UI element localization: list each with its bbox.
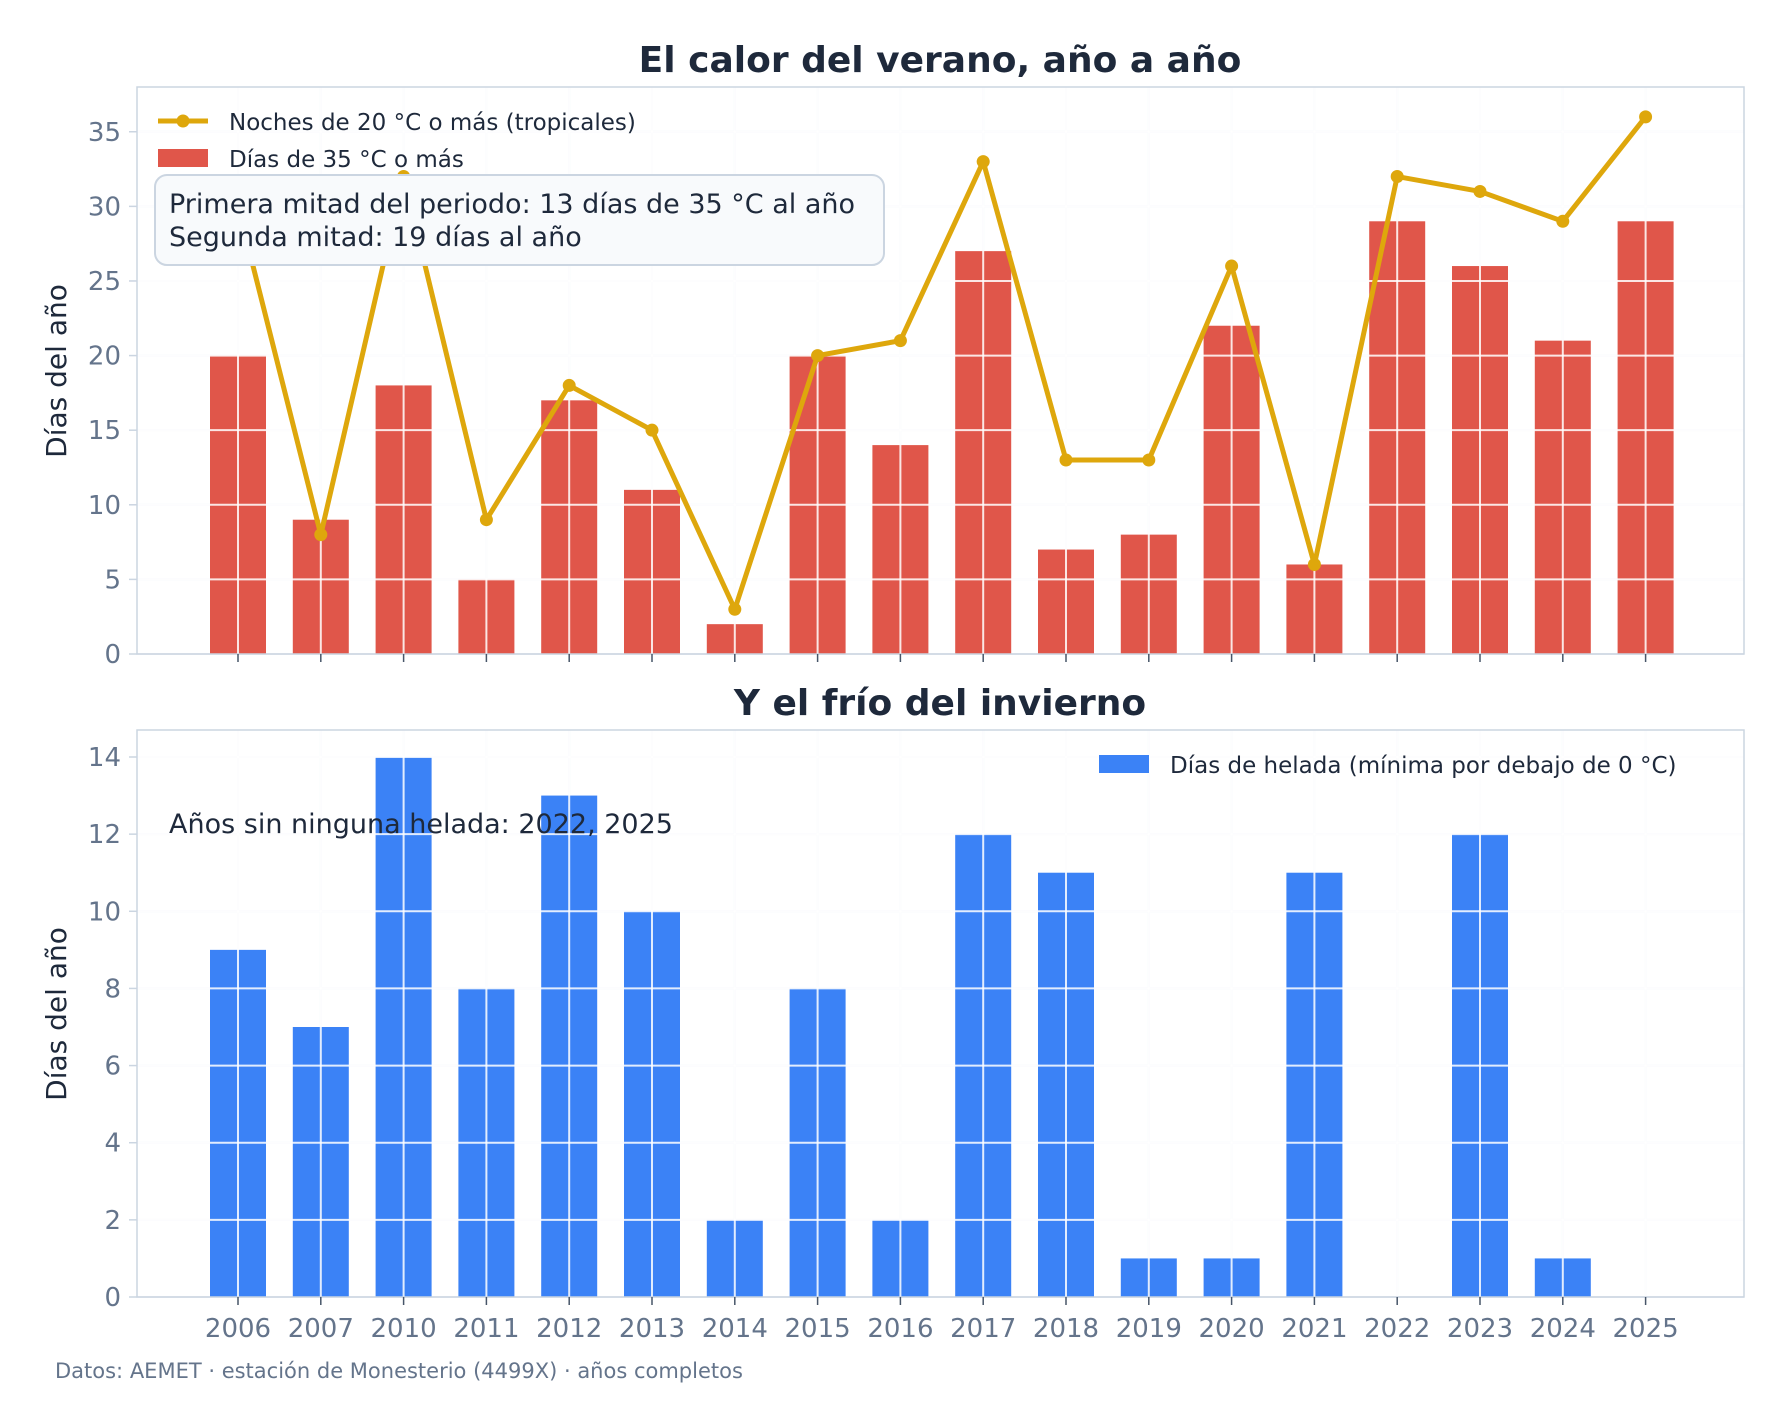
x-tick-label: 2011 — [453, 1314, 519, 1344]
x-tick-label: 2021 — [1281, 1314, 1347, 1344]
winter-y-tick-label: 6 — [104, 1052, 121, 1082]
hot-days-legend-label: Días de 35 °C o más — [229, 147, 464, 173]
winter-cold-chart: 0 2 4 6 8 10 12 14 2006 2007 2010 2011 2012 2013 2014… — [40, 683, 1745, 1344]
tropical-nights-point — [811, 349, 825, 363]
tropical-nights-point — [728, 602, 742, 616]
tropical-nights-point — [893, 334, 907, 348]
summer-plot-frame — [136, 86, 1745, 655]
winter-x-ticks: 2006 2007 2010 2011 2012 2013 2014 2015 2016 2017… — [205, 1297, 1679, 1344]
summer-y-axis-label: Días del año — [40, 284, 73, 458]
winter-y-axis-label: Días del año — [40, 927, 73, 1101]
x-tick-label: 2023 — [1447, 1314, 1513, 1344]
summer-heat-chart: 0 5 10 15 20 25 30 35 El calor del verano, año … — [40, 40, 1745, 670]
summer-annotation-line-1: Primera mitad del periodo: 13 días de 35… — [169, 189, 855, 220]
tropical-nights-polyline — [235, 115, 1648, 612]
x-tick-label: 2018 — [1033, 1314, 1099, 1344]
summer-y-tick-label: 25 — [88, 267, 121, 297]
x-tick-label: 2006 — [205, 1314, 271, 1344]
tropical-nights-point — [1473, 184, 1487, 198]
summer-y-tick-label: 0 — [104, 640, 121, 670]
x-tick-label: 2013 — [619, 1314, 685, 1344]
frost-legend-swatch — [1099, 755, 1149, 773]
tropical-nights-point — [1390, 170, 1404, 184]
source-note: Datos: AEMET · estación de Monesterio (4… — [55, 1359, 743, 1383]
tropical-nights-point — [976, 155, 990, 169]
summer-y-ticks: 0 5 10 15 20 25 30 35 — [88, 118, 137, 670]
tropical-nights-legend-marker — [176, 114, 190, 128]
tropical-nights-point — [562, 378, 576, 392]
winter-legend: Días de helada (mínima por debajo de 0 °… — [1099, 753, 1677, 779]
winter-annotation: Años sin ninguna helada: 2022, 2025 — [169, 809, 673, 840]
tropical-nights-point — [1225, 259, 1239, 273]
summer-y-tick-label: 15 — [88, 416, 121, 446]
summer-annotation-line-2: Segunda mitad: 19 días al año — [169, 222, 582, 253]
x-tick-label: 2017 — [950, 1314, 1016, 1344]
x-tick-label: 2019 — [1116, 1314, 1182, 1344]
summer-y-tick-label: 5 — [104, 565, 121, 595]
summer-y-tick-label: 35 — [88, 118, 121, 148]
winter-y-tick-label: 12 — [88, 820, 121, 850]
winter-y-tick-label: 0 — [104, 1283, 121, 1313]
tropical-nights-point — [1142, 453, 1156, 467]
tropical-nights-point — [1059, 453, 1073, 467]
summer-y-tick-label: 30 — [88, 192, 121, 222]
winter-y-tick-label: 4 — [104, 1129, 121, 1159]
summer-legend: Noches de 20 °C o más (tropicales) Días … — [158, 110, 636, 173]
tropical-nights-legend-label: Noches de 20 °C o más (tropicales) — [229, 110, 636, 136]
tropical-nights-point — [645, 423, 659, 437]
winter-plot-frame — [136, 729, 1745, 1298]
x-tick-label: 2016 — [867, 1314, 933, 1344]
x-tick-label: 2024 — [1530, 1314, 1596, 1344]
x-tick-label: 2020 — [1199, 1314, 1265, 1344]
winter-bar-gridlines — [137, 730, 1744, 1297]
x-tick-label: 2010 — [371, 1314, 437, 1344]
x-tick-label: 2014 — [702, 1314, 768, 1344]
x-tick-label: 2015 — [785, 1314, 851, 1344]
x-tick-label: 2007 — [288, 1314, 354, 1344]
winter-y-tick-label: 2 — [104, 1206, 121, 1236]
hot-days-legend-swatch — [158, 149, 208, 167]
summer-chart-title: El calor del verano, año a año — [639, 40, 1242, 81]
summer-annotation-box — [154, 174, 885, 266]
tropical-nights-point — [1556, 214, 1570, 228]
winter-y-tick-label: 8 — [104, 974, 121, 1004]
tropical-nights-line — [231, 110, 1653, 616]
tropical-nights-point — [1307, 557, 1321, 571]
summer-y-tick-label: 10 — [88, 491, 121, 521]
x-tick-label: 2022 — [1364, 1314, 1430, 1344]
winter-chart-title: Y el frío del invierno — [733, 683, 1146, 724]
summer-x-tick-marks — [237, 654, 1647, 662]
tropical-nights-point — [1639, 110, 1653, 124]
winter-y-tick-label: 10 — [88, 897, 121, 927]
tropical-nights-point — [314, 528, 328, 542]
frost-legend-label: Días de helada (mínima por debajo de 0 °… — [1170, 753, 1677, 779]
winter-y-ticks: 0 2 4 6 8 10 12 14 — [88, 743, 137, 1313]
winter-y-tick-label: 14 — [88, 743, 121, 773]
x-tick-label: 2025 — [1613, 1314, 1679, 1344]
tropical-nights-point — [479, 513, 493, 527]
summer-y-tick-label: 20 — [88, 342, 121, 372]
summer-annotation: Primera mitad del periodo: 13 días de 35… — [154, 174, 885, 266]
x-tick-label: 2012 — [536, 1314, 602, 1344]
